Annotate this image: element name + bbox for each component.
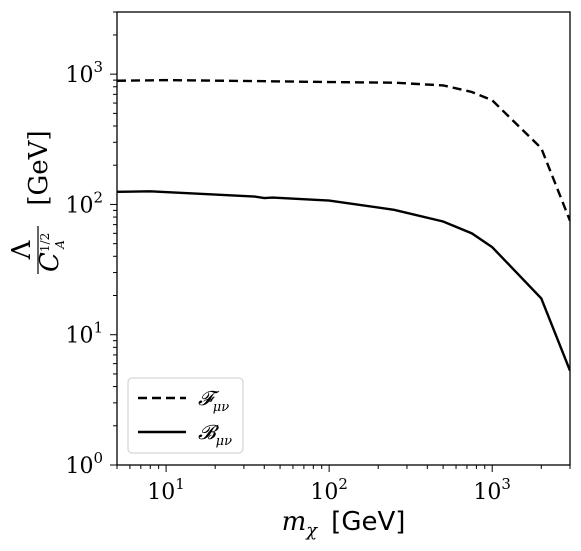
series-line-1 xyxy=(117,190,570,372)
x-tick-label: 101 xyxy=(147,475,185,505)
y-tick-label: 100 xyxy=(65,449,103,479)
y-tick-label: 102 xyxy=(65,188,103,218)
x-axis-sub: χ xyxy=(304,520,318,541)
y-axis-den-var: C xyxy=(35,252,65,272)
y-axis-numerator: Λ xyxy=(7,239,37,260)
x-axis-label: mχ [GeV] xyxy=(282,507,406,541)
tick-labels: 101 102 103 100 101 102 103 xyxy=(65,58,511,505)
x-axis-unit: [GeV] xyxy=(331,507,405,537)
legend-label-1: 𝓑μν xyxy=(198,420,232,449)
x-tick-label: 102 xyxy=(310,475,348,505)
legend-box xyxy=(127,377,244,454)
plot-frame xyxy=(116,11,571,466)
y-axis-den-sup: 1/2 xyxy=(38,233,52,252)
y-axis-unit: [GeV] xyxy=(24,130,54,205)
y-axis-label: Λ C1/2A [GeV] xyxy=(7,130,67,274)
y-axis-denominator: C1/2A xyxy=(35,233,67,272)
y-axis-den-sub: A xyxy=(53,240,67,250)
x-tick-label: 103 xyxy=(473,475,511,505)
axis-ticks xyxy=(110,11,571,472)
y-tick-label: 101 xyxy=(65,319,103,349)
series-line-0 xyxy=(117,78,570,222)
y-tick-label: 103 xyxy=(65,58,103,88)
x-axis-var: m xyxy=(282,507,307,537)
series-lines xyxy=(117,78,570,372)
